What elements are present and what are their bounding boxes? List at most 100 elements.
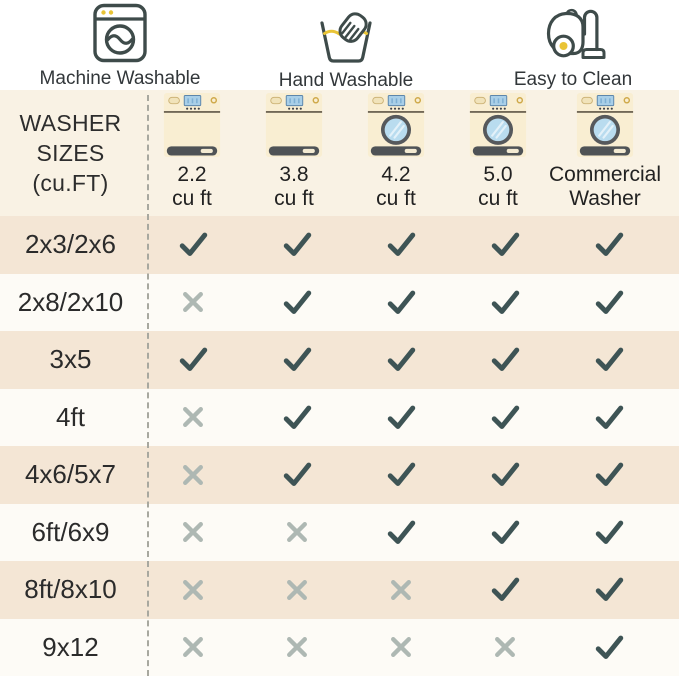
check-icon [557, 576, 661, 603]
washer-frontload-icon [365, 90, 427, 160]
table-row-6ft-6x9: 6ft/6x9 [0, 503, 679, 561]
legend-item-hand-washable: Hand Washable [246, 2, 446, 92]
legend-label: Easy to Clean [513, 69, 633, 90]
row-cells [141, 634, 679, 661]
legend-item-easy-to-clean: Easy to Clean [473, 2, 673, 91]
row-label: 4ft [56, 401, 85, 432]
check-icon [557, 346, 661, 373]
column-header-commercial: Commercial Washer [549, 90, 661, 216]
column-unit-label: Washer [569, 187, 641, 210]
check-icon [453, 289, 557, 316]
check-icon [557, 231, 661, 258]
table-row-3x5: 3x5 [0, 331, 679, 389]
row-cells [141, 404, 679, 431]
x-icon [245, 519, 349, 546]
check-icon [349, 231, 453, 258]
x-icon [141, 634, 245, 661]
row-label: 4x6/5x7 [24, 459, 117, 490]
corner-header-line: WASHER [19, 110, 122, 136]
x-icon [245, 576, 349, 603]
check-icon [141, 231, 245, 258]
check-icon [245, 404, 349, 431]
table-row-4x6-5x7: 4x6/5x7 [0, 446, 679, 504]
x-icon [453, 634, 557, 661]
check-icon [453, 519, 557, 546]
row-cells [141, 576, 679, 603]
check-icon [453, 576, 557, 603]
row-label: 8ft/8x10 [24, 574, 117, 605]
row-label: 9x12 [42, 631, 99, 662]
x-icon [245, 634, 349, 661]
check-icon [349, 404, 453, 431]
x-icon [141, 576, 245, 603]
x-icon [141, 289, 245, 316]
check-icon [349, 519, 453, 546]
row-cells [141, 519, 679, 546]
table-row-2x8-2x10: 2x8/2x10 [0, 273, 679, 331]
row-label: 2x3/2x6 [24, 229, 117, 260]
table-row-2x3-2x6: 2x3/2x6 [0, 216, 679, 274]
check-icon [453, 346, 557, 373]
column-headers: 2.2 cu ft 3.8 cu ft 4.2 cu ft [141, 90, 679, 216]
check-icon [453, 404, 557, 431]
table-row-8ft-8x10: 8ft/8x10 [0, 561, 679, 619]
check-icon [557, 519, 661, 546]
column-unit-label: cu ft [478, 187, 518, 210]
table-body: 2x3/2x6 2x8/2x10 3x5 4ft 4x6/5x7 6ft/6x9… [0, 216, 679, 676]
check-icon [557, 461, 661, 488]
column-unit-label: cu ft [172, 187, 212, 210]
corner-header-line: SIZES [36, 140, 105, 166]
column-header-5-0-cuft: 5.0 cu ft [447, 90, 549, 216]
check-icon [245, 346, 349, 373]
check-icon [141, 346, 245, 373]
column-size-label: Commercial [549, 163, 662, 186]
x-icon [141, 461, 245, 488]
row-cells [141, 461, 679, 488]
check-icon [557, 634, 661, 661]
check-icon [453, 461, 557, 488]
column-size-label: 5.0 [483, 163, 513, 186]
check-icon [349, 461, 453, 488]
vacuum-icon [546, 8, 606, 59]
column-unit-label: cu ft [376, 187, 416, 210]
column-size-label: 4.2 [381, 163, 411, 186]
washer-frontload-icon [574, 90, 636, 160]
check-icon [245, 231, 349, 258]
column-header-2-2-cuft: 2.2 cu ft [141, 90, 243, 216]
table-header-row: WASHER SIZES (cu.FT) 2.2 cu ft 3.8 cu ft [0, 90, 679, 216]
check-icon [557, 404, 661, 431]
column-divider [147, 95, 149, 676]
legend-label: Machine Washable [39, 68, 201, 89]
check-icon [245, 289, 349, 316]
washer-topload-icon [263, 90, 325, 160]
column-size-label: 3.8 [279, 163, 309, 186]
table-row-9x12: 9x12 [0, 618, 679, 676]
legend-item-machine-washable: Machine Washable [20, 2, 220, 90]
check-icon [453, 231, 557, 258]
care-legend: Machine Washable Hand Washable [0, 0, 679, 92]
corner-header-line: (cu.FT) [32, 170, 109, 196]
check-icon [349, 289, 453, 316]
x-icon [141, 404, 245, 431]
row-cells [141, 231, 679, 258]
washing-machine-icon [93, 3, 147, 63]
washer-topload-icon [161, 90, 223, 160]
x-icon [349, 634, 453, 661]
row-label: 2x8/2x10 [17, 286, 124, 317]
row-cells [141, 346, 679, 373]
table-row-4ft: 4ft [0, 388, 679, 446]
corner-header: WASHER SIZES (cu.FT) [0, 90, 141, 216]
check-icon [349, 346, 453, 373]
column-unit-label: cu ft [274, 187, 314, 210]
x-icon [141, 519, 245, 546]
row-cells [141, 289, 679, 316]
row-label: 3x5 [49, 344, 92, 375]
legend-label: Hand Washable [278, 70, 414, 91]
column-size-label: 2.2 [177, 163, 207, 186]
check-icon [557, 289, 661, 316]
column-header-4-2-cuft: 4.2 cu ft [345, 90, 447, 216]
washer-frontload-icon [467, 90, 529, 160]
column-header-3-8-cuft: 3.8 cu ft [243, 90, 345, 216]
x-icon [349, 576, 453, 603]
